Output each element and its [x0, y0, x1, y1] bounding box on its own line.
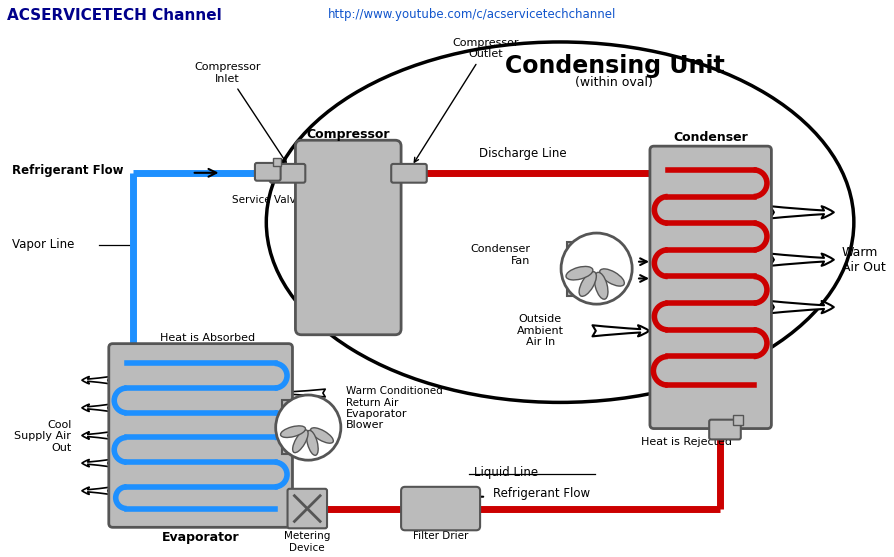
- Text: Condenser: Condenser: [673, 131, 748, 144]
- Text: Warm Conditioned
Return Air: Warm Conditioned Return Air: [346, 386, 443, 408]
- Text: Service Valve: Service Valve: [232, 194, 302, 204]
- Text: Service Valve: Service Valve: [662, 413, 732, 423]
- Text: Vapor Line: Vapor Line: [12, 238, 74, 251]
- Text: Compressor
Outlet: Compressor Outlet: [414, 38, 519, 162]
- Text: Outside
Ambient
Air In: Outside Ambient Air In: [517, 314, 564, 348]
- Circle shape: [561, 233, 632, 304]
- Text: Heat is Absorbed: Heat is Absorbed: [160, 333, 256, 343]
- FancyBboxPatch shape: [109, 344, 292, 527]
- FancyBboxPatch shape: [392, 164, 426, 183]
- Ellipse shape: [579, 272, 596, 296]
- Text: http://www.youtube.com/c/acservicetechchannel: http://www.youtube.com/c/acservicetechch…: [328, 8, 616, 21]
- FancyBboxPatch shape: [401, 487, 480, 530]
- Ellipse shape: [310, 428, 333, 443]
- Text: Discharge Line: Discharge Line: [479, 147, 567, 160]
- Text: Filter Drier: Filter Drier: [413, 531, 468, 541]
- Ellipse shape: [307, 431, 318, 455]
- FancyBboxPatch shape: [295, 140, 401, 335]
- FancyBboxPatch shape: [270, 164, 306, 183]
- Ellipse shape: [600, 269, 624, 286]
- Text: Heat is Rejected: Heat is Rejected: [641, 437, 732, 447]
- FancyBboxPatch shape: [255, 163, 281, 180]
- Text: Warm
Air Out: Warm Air Out: [841, 246, 885, 273]
- Text: Liquid Line: Liquid Line: [474, 466, 538, 478]
- Ellipse shape: [566, 266, 593, 280]
- FancyBboxPatch shape: [709, 419, 741, 439]
- Text: Cool
Supply Air
Out: Cool Supply Air Out: [14, 420, 72, 453]
- Text: Compressor: Compressor: [307, 128, 390, 141]
- Text: (within oval): (within oval): [576, 76, 654, 89]
- Text: Evaporator
Blower: Evaporator Blower: [346, 409, 408, 431]
- Bar: [733, 415, 743, 424]
- Ellipse shape: [281, 426, 306, 437]
- Text: Condenser
Fan: Condenser Fan: [470, 244, 530, 266]
- Text: Refrigerant Flow: Refrigerant Flow: [493, 487, 590, 500]
- Bar: [567, 242, 595, 296]
- Text: Evaporator: Evaporator: [162, 531, 240, 544]
- Text: Compressor
Inlet: Compressor Inlet: [194, 62, 286, 162]
- Text: ACSERVICETECH Channel: ACSERVICETECH Channel: [7, 8, 222, 23]
- FancyBboxPatch shape: [650, 146, 772, 428]
- Bar: [273, 158, 281, 166]
- Bar: [282, 400, 308, 455]
- Text: Refrigerant Flow: Refrigerant Flow: [12, 164, 123, 177]
- Text: Metering
Device: Metering Device: [284, 531, 331, 553]
- Text: Condensing Unit: Condensing Unit: [504, 55, 724, 79]
- FancyBboxPatch shape: [288, 489, 327, 528]
- Circle shape: [275, 395, 341, 460]
- Ellipse shape: [292, 430, 308, 453]
- Ellipse shape: [595, 272, 608, 299]
